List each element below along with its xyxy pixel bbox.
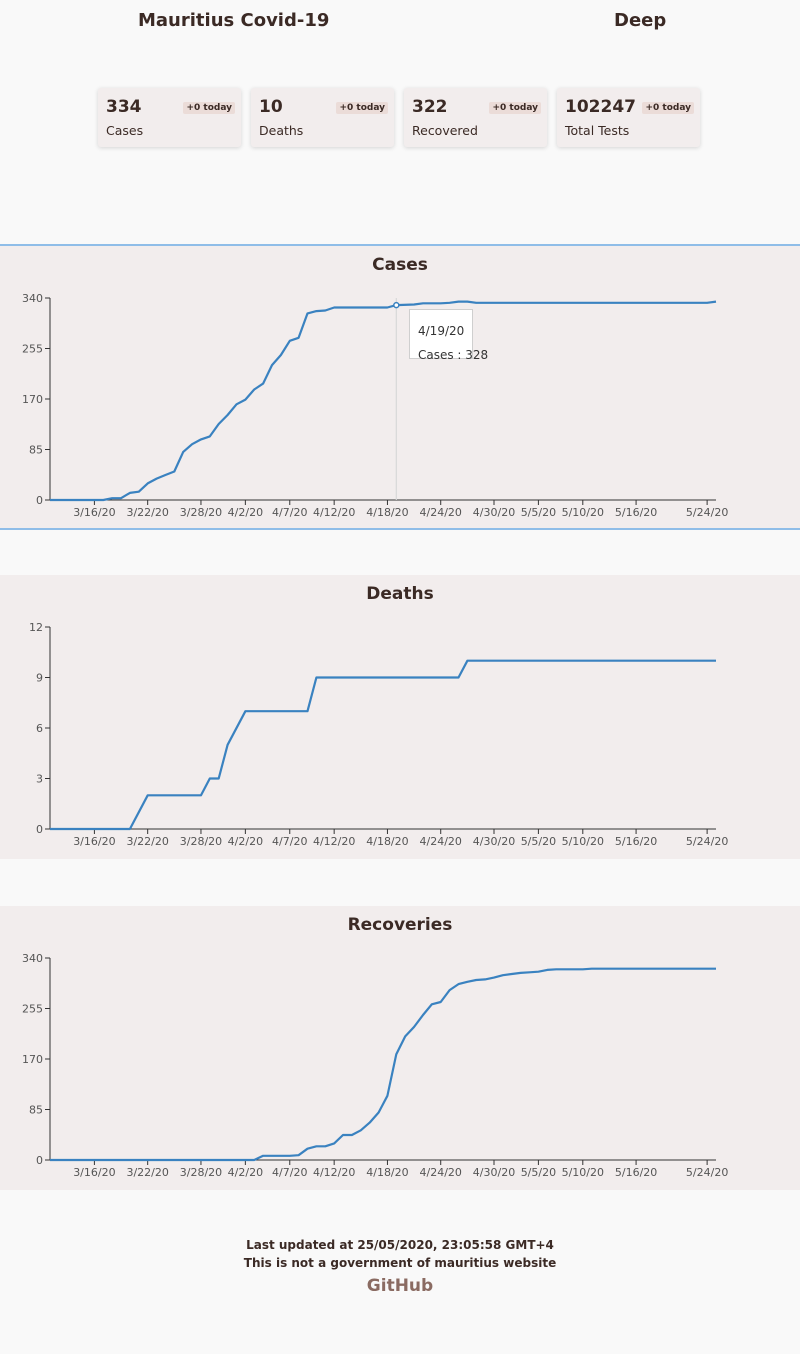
x-tick-label: 3/22/20 bbox=[126, 1166, 168, 1179]
x-tick-label: 4/7/20 bbox=[272, 1166, 307, 1179]
x-tick-label: 5/5/20 bbox=[521, 506, 556, 519]
disclaimer: This is not a government of mauritius we… bbox=[243, 1256, 557, 1270]
x-tick-label: 4/18/20 bbox=[366, 506, 408, 519]
x-tick-label: 5/24/20 bbox=[686, 1166, 728, 1179]
x-tick-label: 4/7/20 bbox=[272, 835, 307, 848]
deaths-chart-panel[interactable]: 0 3 6 9 12 3/16/20 3/22/20 3/28/20 4/2/20 4/7/20 4… bbox=[0, 575, 800, 859]
x-tick-label: 5/16/20 bbox=[615, 835, 657, 848]
stat-label: Cases bbox=[106, 123, 144, 138]
x-tick-label: 3/16/20 bbox=[73, 835, 115, 848]
y-tick-label: 0 bbox=[36, 823, 43, 836]
x-tick-label: 3/16/20 bbox=[73, 506, 115, 519]
chart-tooltip: 4/19/20 Cases : 328 bbox=[409, 309, 488, 362]
stat-card-recovered: 322 +0 today Recovered bbox=[404, 88, 547, 147]
stat-label: Deaths bbox=[259, 123, 304, 138]
y-tick-label: 340 bbox=[22, 292, 43, 305]
x-tick-label: 4/12/20 bbox=[313, 1166, 355, 1179]
today-badge: +0 today bbox=[336, 102, 388, 114]
stat-value: 322 bbox=[412, 97, 448, 117]
x-tick-label: 4/30/20 bbox=[473, 506, 515, 519]
x-tick-label: 5/24/20 bbox=[686, 835, 728, 848]
stat-value: 102247 bbox=[565, 97, 636, 117]
y-tick-label: 85 bbox=[29, 444, 43, 457]
x-tick-label: 5/10/20 bbox=[562, 506, 604, 519]
x-tick-label: 4/2/20 bbox=[228, 1166, 263, 1179]
x-tick-label: 4/2/20 bbox=[228, 506, 263, 519]
x-tick-label: 5/10/20 bbox=[562, 835, 604, 848]
today-badge: +0 today bbox=[642, 102, 694, 114]
x-tick-label: 3/28/20 bbox=[180, 835, 222, 848]
series-line[interactable] bbox=[50, 300, 717, 502]
x-tick-label: 4/24/20 bbox=[420, 506, 462, 519]
stats-row: 334 +0 today Cases 10 +0 today Deaths 32… bbox=[98, 88, 718, 148]
stat-card-cases: 334 +0 today Cases bbox=[98, 88, 241, 147]
y-tick-label: 6 bbox=[36, 722, 43, 735]
x-tick-label: 5/16/20 bbox=[615, 506, 657, 519]
stat-value: 334 bbox=[106, 97, 142, 117]
y-tick-label: 170 bbox=[22, 1053, 43, 1066]
stat-card-total-tests: 102247 +0 today Total Tests bbox=[557, 88, 700, 147]
x-tick-label: 3/22/20 bbox=[126, 506, 168, 519]
x-tick-label: 3/28/20 bbox=[180, 506, 222, 519]
github-link[interactable]: GitHub bbox=[366, 1276, 434, 1296]
x-tick-label: 4/30/20 bbox=[473, 835, 515, 848]
tooltip-value: Cases : 328 bbox=[418, 348, 489, 362]
x-tick-label: 4/24/20 bbox=[420, 835, 462, 848]
y-tick-label: 85 bbox=[29, 1104, 43, 1117]
deaths-chart[interactable]: 0 3 6 9 12 3/16/20 3/22/20 3/28/20 4/2/20 4/7/20 4… bbox=[0, 575, 800, 859]
today-badge: +0 today bbox=[489, 102, 541, 114]
stat-label: Recovered bbox=[412, 123, 478, 138]
x-tick-label: 5/5/20 bbox=[521, 835, 556, 848]
x-tick-label: 4/18/20 bbox=[366, 1166, 408, 1179]
x-tick-label: 4/2/20 bbox=[228, 835, 263, 848]
hover-point bbox=[393, 301, 400, 309]
y-tick-label: 0 bbox=[36, 1154, 43, 1167]
y-tick-label: 170 bbox=[22, 393, 43, 406]
recoveries-chart[interactable]: 0 85 170 255 340 3/16/20 3/22/20 3/28/20 4/2/20 4… bbox=[0, 906, 800, 1190]
tooltip-date: 4/19/20 bbox=[418, 324, 465, 338]
x-tick-label: 4/7/20 bbox=[272, 506, 307, 519]
x-tick-label: 5/5/20 bbox=[521, 1166, 556, 1179]
footer: Last updated at 25/05/2020, 23:05:58 GMT… bbox=[0, 1238, 800, 1296]
x-tick-label: 5/24/20 bbox=[686, 506, 728, 519]
stat-label: Total Tests bbox=[565, 123, 630, 138]
x-tick-label: 4/18/20 bbox=[366, 835, 408, 848]
y-tick-label: 3 bbox=[36, 773, 43, 786]
header: Mauritius Covid-19 Deep bbox=[0, 0, 800, 60]
y-tick-label: 9 bbox=[36, 672, 43, 685]
cases-chart[interactable]: 0 85 170 255 340 3/16/20 3/22/20 3/28/20 4/2/20 4… bbox=[0, 246, 800, 528]
y-tick-label: 340 bbox=[22, 952, 43, 965]
series-line[interactable] bbox=[50, 659, 716, 831]
chart-title: Deaths bbox=[366, 584, 434, 604]
x-tick-label: 3/28/20 bbox=[180, 1166, 222, 1179]
app-title[interactable]: Mauritius Covid-19 bbox=[138, 10, 330, 31]
cases-chart-panel[interactable]: 0 85 170 255 340 3/16/20 3/22/20 3/28/20 4/2/20 4… bbox=[0, 244, 800, 530]
theme-toggle[interactable]: Deep bbox=[614, 10, 667, 31]
x-tick-label: 4/12/20 bbox=[313, 506, 355, 519]
series-line[interactable] bbox=[50, 967, 716, 1162]
chart-title: Cases bbox=[372, 255, 428, 275]
last-updated: Last updated at 25/05/2020, 23:05:58 GMT… bbox=[246, 1238, 554, 1252]
y-tick-label: 0 bbox=[36, 494, 43, 507]
x-tick-label: 4/30/20 bbox=[473, 1166, 515, 1179]
stat-value: 10 bbox=[259, 97, 283, 117]
chart-title: Recoveries bbox=[347, 915, 453, 935]
stat-card-deaths: 10 +0 today Deaths bbox=[251, 88, 394, 147]
x-tick-label: 3/22/20 bbox=[126, 835, 168, 848]
x-tick-label: 3/16/20 bbox=[73, 1166, 115, 1179]
y-tick-label: 12 bbox=[29, 621, 43, 634]
y-tick-label: 255 bbox=[22, 343, 43, 356]
x-tick-label: 4/12/20 bbox=[313, 835, 355, 848]
x-tick-label: 4/24/20 bbox=[420, 1166, 462, 1179]
y-tick-label: 255 bbox=[22, 1003, 43, 1016]
x-tick-label: 5/16/20 bbox=[615, 1166, 657, 1179]
recoveries-chart-panel[interactable]: 0 85 170 255 340 3/16/20 3/22/20 3/28/20 4/2/20 4… bbox=[0, 906, 800, 1190]
today-badge: +0 today bbox=[183, 102, 235, 114]
x-tick-label: 5/10/20 bbox=[562, 1166, 604, 1179]
